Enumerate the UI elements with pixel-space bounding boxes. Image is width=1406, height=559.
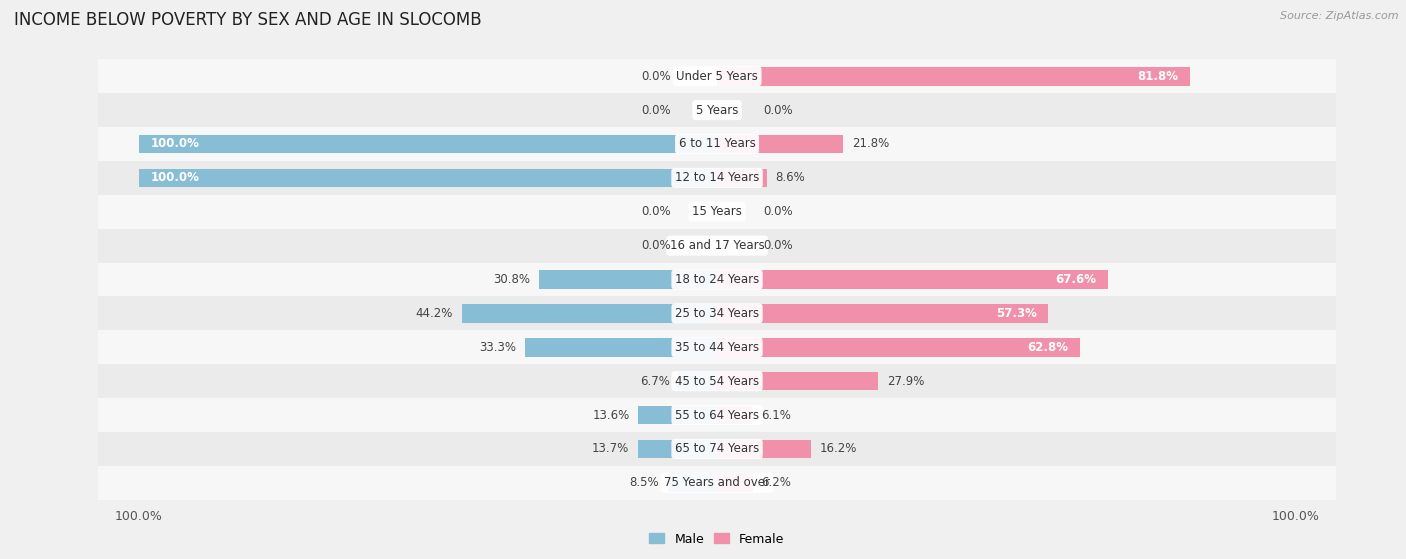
Text: 35 to 44 Years: 35 to 44 Years — [675, 341, 759, 354]
Bar — [717, 406, 752, 424]
Bar — [82, 296, 1353, 330]
Bar — [717, 473, 752, 492]
Text: 57.3%: 57.3% — [995, 307, 1036, 320]
Text: 62.8%: 62.8% — [1028, 341, 1069, 354]
Bar — [82, 127, 1353, 161]
Text: 27.9%: 27.9% — [887, 375, 924, 387]
Text: 12 to 14 Years: 12 to 14 Years — [675, 172, 759, 184]
Text: 100.0%: 100.0% — [150, 172, 200, 184]
Text: 0.0%: 0.0% — [641, 70, 671, 83]
Bar — [717, 439, 811, 458]
Text: 75 Years and over: 75 Years and over — [664, 476, 770, 489]
Text: INCOME BELOW POVERTY BY SEX AND AGE IN SLOCOMB: INCOME BELOW POVERTY BY SEX AND AGE IN S… — [14, 11, 482, 29]
Text: 44.2%: 44.2% — [415, 307, 453, 320]
Text: 18 to 24 Years: 18 to 24 Years — [675, 273, 759, 286]
Bar — [668, 473, 717, 492]
Bar — [717, 372, 879, 390]
Bar — [82, 229, 1353, 263]
Text: 16.2%: 16.2% — [820, 442, 856, 456]
Text: Source: ZipAtlas.com: Source: ZipAtlas.com — [1281, 11, 1399, 21]
Bar — [82, 263, 1353, 296]
Bar — [717, 169, 766, 187]
Text: 0.0%: 0.0% — [641, 205, 671, 218]
Text: 67.6%: 67.6% — [1056, 273, 1097, 286]
Text: 0.0%: 0.0% — [763, 239, 793, 252]
Text: 25 to 34 Years: 25 to 34 Years — [675, 307, 759, 320]
Bar — [82, 93, 1353, 127]
Text: 0.0%: 0.0% — [641, 103, 671, 117]
Text: 15 Years: 15 Years — [692, 205, 742, 218]
Bar — [638, 406, 717, 424]
Text: Under 5 Years: Under 5 Years — [676, 70, 758, 83]
Text: 13.6%: 13.6% — [592, 409, 630, 421]
Text: 45 to 54 Years: 45 to 54 Years — [675, 375, 759, 387]
Bar — [82, 161, 1353, 195]
Text: 16 and 17 Years: 16 and 17 Years — [669, 239, 765, 252]
Bar — [82, 398, 1353, 432]
Bar — [82, 466, 1353, 500]
Bar — [717, 304, 1049, 323]
Text: 6.1%: 6.1% — [761, 409, 792, 421]
Bar — [139, 169, 717, 187]
Bar — [139, 135, 717, 153]
Bar — [638, 439, 717, 458]
Text: 0.0%: 0.0% — [763, 103, 793, 117]
Text: 5 Years: 5 Years — [696, 103, 738, 117]
Bar — [82, 364, 1353, 398]
Bar — [717, 270, 1108, 289]
Text: 8.5%: 8.5% — [630, 476, 659, 489]
Text: 21.8%: 21.8% — [852, 138, 889, 150]
Bar — [524, 338, 717, 357]
Text: 33.3%: 33.3% — [479, 341, 516, 354]
Text: 8.6%: 8.6% — [776, 172, 806, 184]
Legend: Male, Female: Male, Female — [644, 528, 790, 551]
Text: 6.7%: 6.7% — [640, 375, 669, 387]
Bar — [82, 195, 1353, 229]
Text: 6.2%: 6.2% — [762, 476, 792, 489]
Text: 0.0%: 0.0% — [763, 205, 793, 218]
Bar — [82, 330, 1353, 364]
Bar — [82, 432, 1353, 466]
Text: 65 to 74 Years: 65 to 74 Years — [675, 442, 759, 456]
Bar — [717, 67, 1189, 86]
Text: 0.0%: 0.0% — [641, 239, 671, 252]
Text: 81.8%: 81.8% — [1137, 70, 1178, 83]
Bar — [717, 135, 844, 153]
Text: 30.8%: 30.8% — [494, 273, 530, 286]
Bar — [538, 270, 717, 289]
Text: 13.7%: 13.7% — [592, 442, 628, 456]
Text: 100.0%: 100.0% — [150, 138, 200, 150]
Text: 6 to 11 Years: 6 to 11 Years — [679, 138, 755, 150]
Bar — [678, 372, 717, 390]
Text: 55 to 64 Years: 55 to 64 Years — [675, 409, 759, 421]
Bar — [82, 59, 1353, 93]
Bar — [717, 338, 1080, 357]
Bar — [461, 304, 717, 323]
